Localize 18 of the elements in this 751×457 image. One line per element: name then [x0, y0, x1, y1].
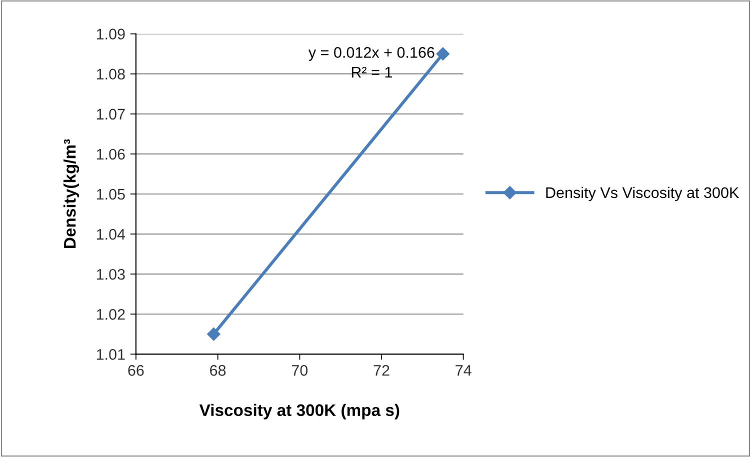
y-tick-label: 1.05 [96, 188, 125, 200]
y-tick-label: 1.03 [96, 268, 125, 280]
x-tick-label: 66 [128, 364, 144, 376]
y-tick-label: 1.09 [96, 28, 125, 40]
y-axis-title: Density(kg/m³ [64, 139, 80, 248]
y-tick-label: 1.02 [96, 309, 125, 320]
x-tick-label: 68 [210, 364, 226, 376]
y-tick-label: 1.06 [96, 148, 125, 160]
y-tick-label: 1.04 [96, 228, 126, 240]
legend-label: Density Vs Viscosity at 300K [546, 186, 740, 202]
x-axis-title: Viscosity at 300K (mpa s) [199, 404, 400, 420]
annotation: y = 0.012x + 0.166 R² = 1 [308, 47, 434, 78]
y-tick-label: 1.01 [96, 349, 125, 360]
y-tick-label: 1.07 [96, 108, 125, 120]
x-tick-label: 74 [456, 365, 472, 376]
x-tick-label: 72 [374, 364, 390, 376]
y-tick-label: 1.08 [96, 68, 125, 80]
x-tick-label: 70 [292, 364, 308, 376]
